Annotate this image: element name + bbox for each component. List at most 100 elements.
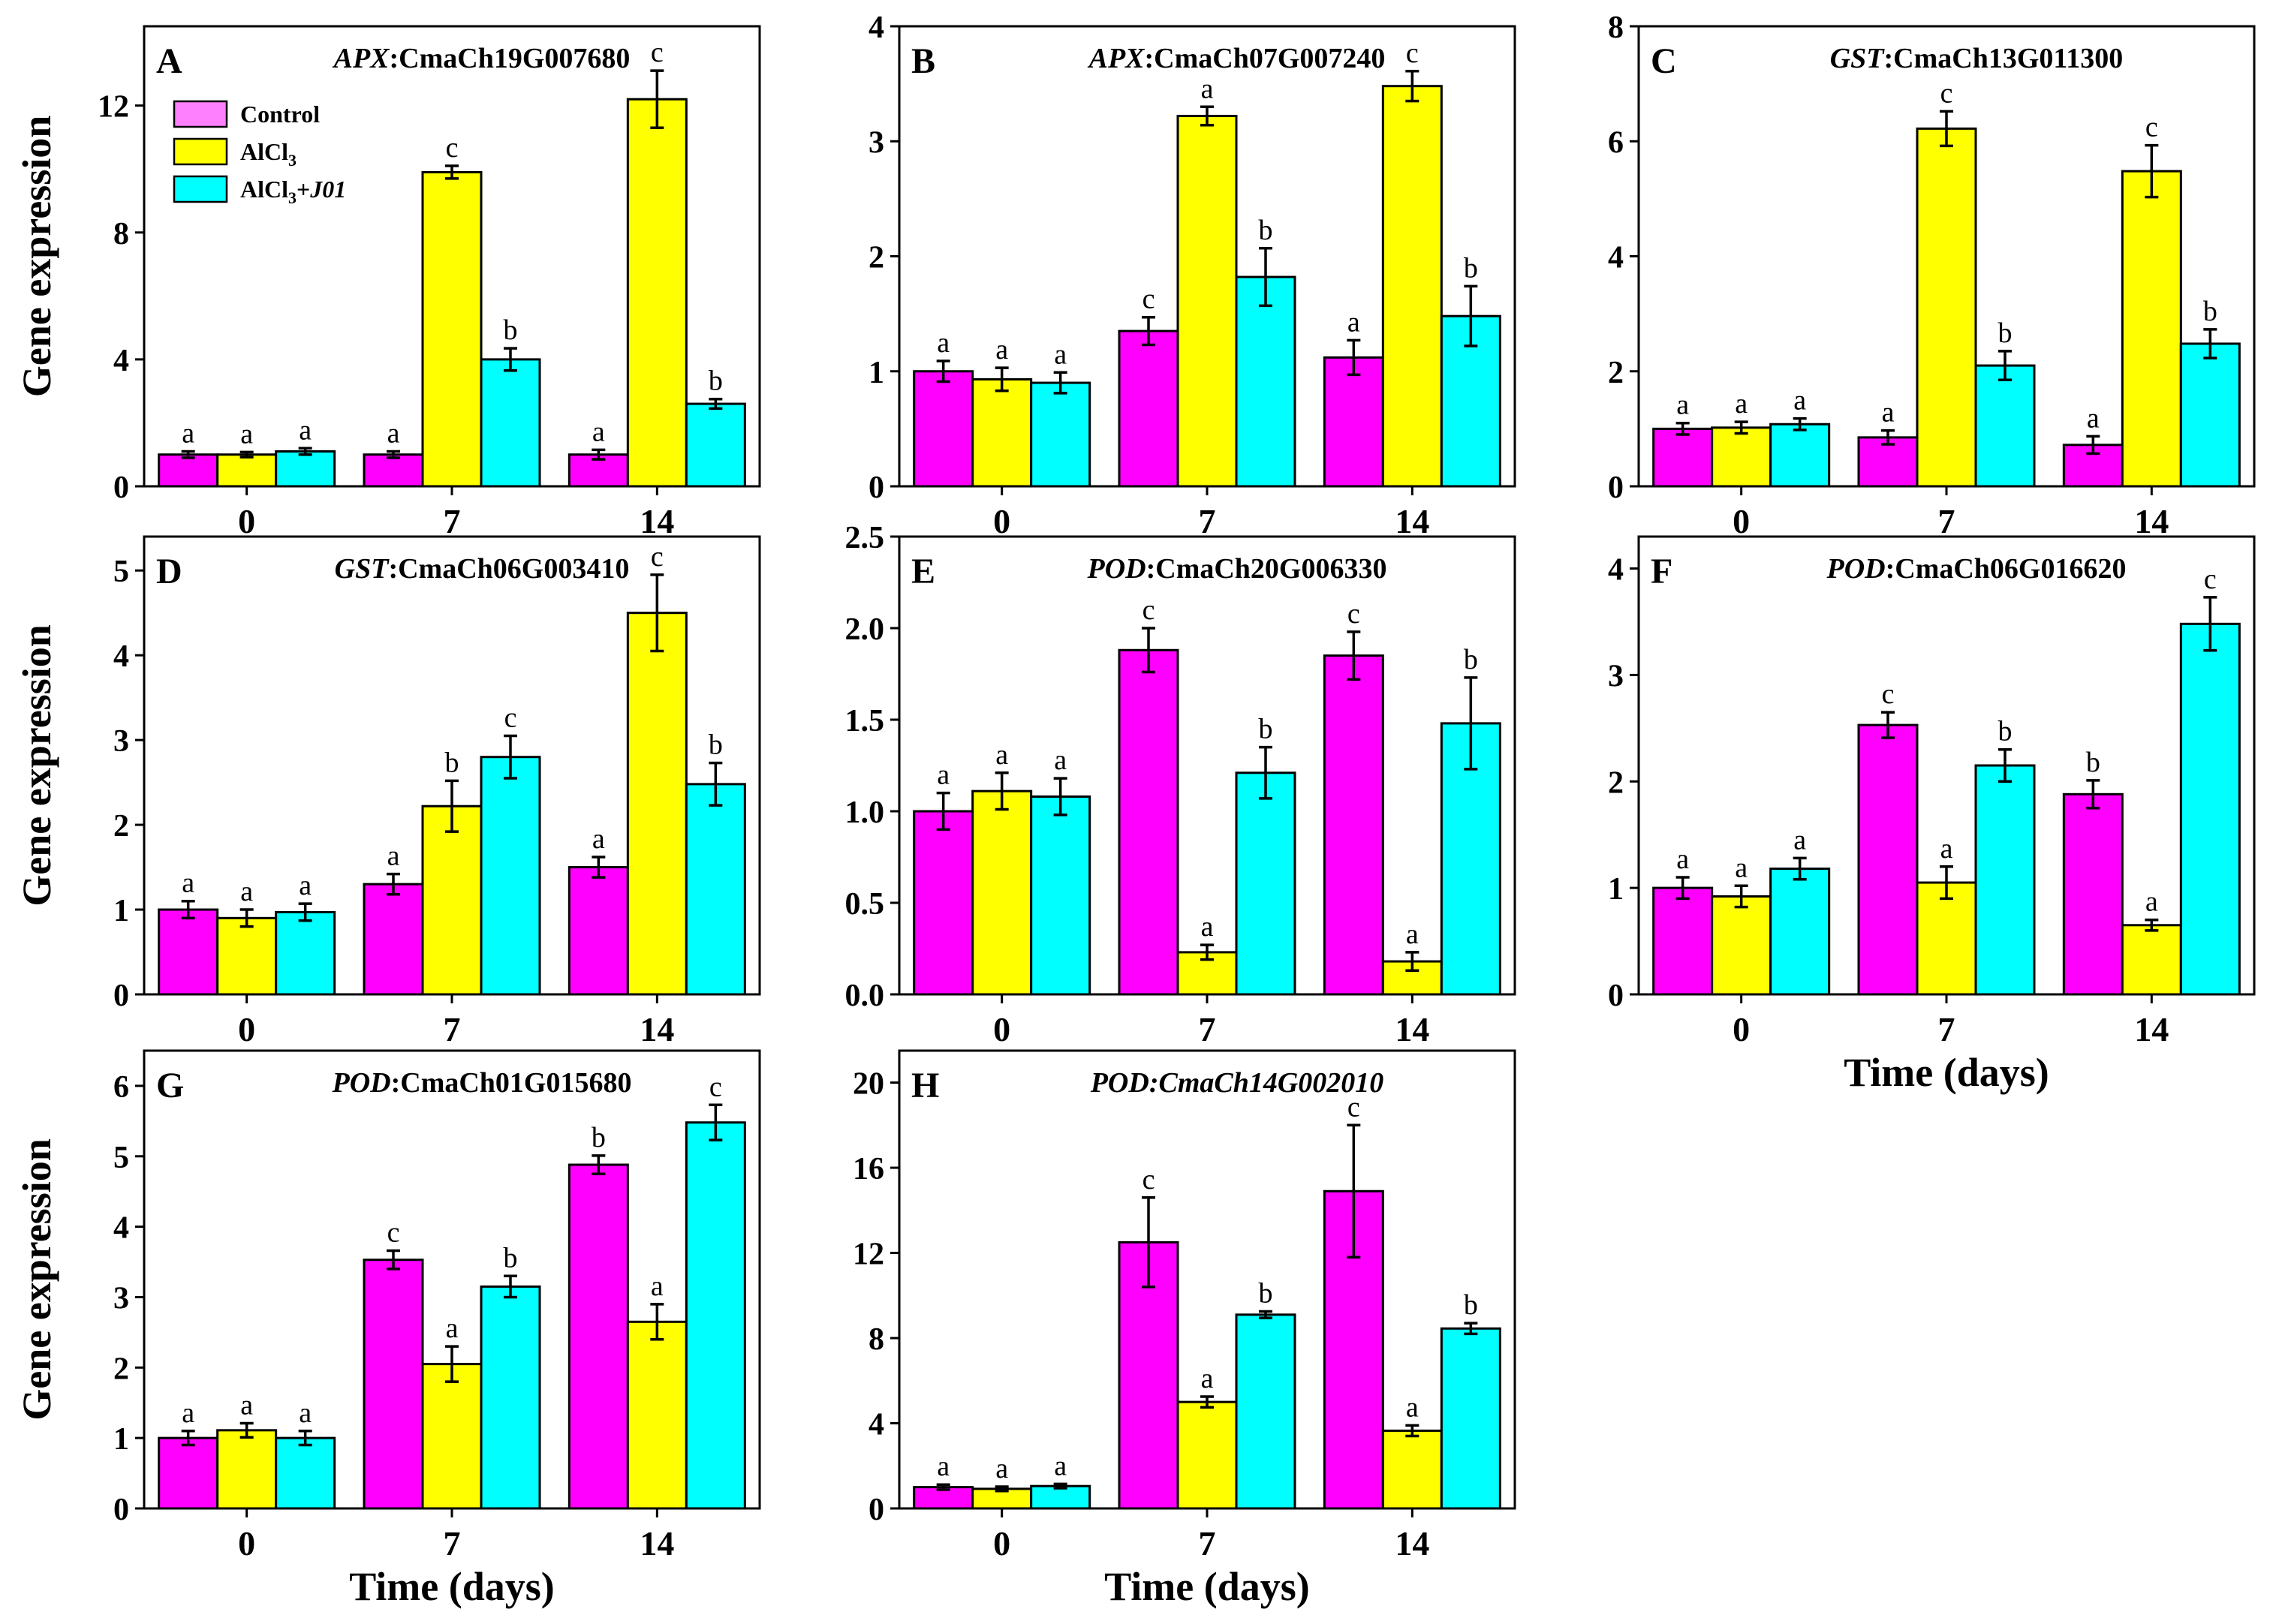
- significance-letter: b: [504, 314, 518, 346]
- bar-alcl3-14: [626, 98, 688, 488]
- significance-letter: b: [1998, 716, 2013, 747]
- significance-letter: a: [937, 327, 950, 359]
- gene-title: APX:CmaCh07G007240: [1088, 43, 1386, 74]
- significance-letter: a: [1676, 844, 1689, 875]
- x-tick-label: 7: [1938, 502, 1955, 540]
- bar-alcl3-j01-0: [275, 910, 336, 996]
- y-tick-label: 0.0: [845, 979, 885, 1013]
- gene-id: :CmaCh01G015680: [391, 1067, 632, 1099]
- panel-A: 0 4 8 12 0 a a a 7 a c b 14 a c b A APX:CmaCh19G007680 Gen…: [14, 25, 761, 540]
- bar-alcl3-j01-7: [480, 358, 541, 488]
- significance-letter: a: [592, 416, 605, 447]
- legend-j01-sub: 3: [288, 188, 297, 207]
- legend-alcl3-swatch: [173, 137, 228, 166]
- bar-control-0: [1652, 427, 1714, 488]
- panel-C: 0 2 4 6 8 0 a a a 7 a c b 14 a c b C GST:CmaCh13G011300: [1608, 11, 2256, 540]
- bar-control-0: [158, 908, 219, 996]
- bar-alcl3-14: [2121, 170, 2182, 488]
- x-tick-label: 14: [640, 502, 674, 540]
- bar-alcl3-j01-14: [2179, 342, 2241, 488]
- x-tick-label: 14: [1395, 502, 1429, 540]
- bar-control-7: [363, 453, 424, 488]
- y-tick-label: 6: [1608, 125, 1624, 160]
- significance-letter: a: [1793, 385, 1806, 417]
- significance-letter: a: [182, 868, 194, 899]
- gene-prefix: POD: [332, 1067, 391, 1099]
- significance-letter: a: [1201, 1363, 1214, 1394]
- significance-letter: b: [1998, 317, 2013, 349]
- gene-prefix: POD: [1826, 553, 1886, 585]
- bar-alcl3-7: [1916, 127, 1977, 488]
- y-tick-label: 0: [1608, 471, 1624, 505]
- x-tick-label: 0: [238, 1524, 255, 1562]
- bar-alcl3-0: [216, 1429, 278, 1510]
- significance-letter: a: [2145, 886, 2158, 918]
- significance-letter: a: [1793, 824, 1806, 856]
- y-tick-label: 1.5: [845, 704, 885, 738]
- x-tick-label: 0: [1733, 502, 1750, 540]
- significance-letter: a: [240, 418, 253, 450]
- y-tick-label: 4: [113, 344, 129, 378]
- bar-control-0: [158, 1436, 219, 1510]
- bar-alcl3-j01-14: [685, 783, 746, 996]
- panel-H: 0 4 8 12 16 20 0 a a a 7 c a b 14 c a b H POD:CmaCh14G00201…: [853, 1049, 1516, 1609]
- significance-letter: a: [299, 414, 312, 446]
- y-tick-label: 12: [853, 1238, 884, 1272]
- y-tick-label: 2: [113, 1352, 129, 1386]
- gene-title: POD:CmaCh20G006330: [1087, 553, 1387, 585]
- gene-id: :CmaCh06G003410: [388, 553, 629, 585]
- significance-letter: c: [1143, 594, 1155, 626]
- y-tick-label: 2: [1608, 765, 1624, 800]
- bar-alcl3-14: [626, 1320, 688, 1510]
- bar-alcl3-14: [626, 612, 688, 996]
- x-tick-label: 14: [2134, 502, 2169, 540]
- significance-letter: a: [995, 1453, 1008, 1484]
- bar-alcl3-0: [971, 789, 1033, 996]
- significance-letter: a: [387, 841, 400, 872]
- y-tick-label: 1: [1608, 872, 1624, 907]
- x-tick-label: 7: [1199, 1010, 1216, 1048]
- bar-alcl3-0: [216, 453, 278, 488]
- legend-alcl3-label: AlCl3: [240, 138, 297, 170]
- x-tick-label: 14: [2134, 1010, 2169, 1048]
- x-tick-label: 14: [640, 1010, 674, 1048]
- significance-letter: b: [504, 1242, 518, 1274]
- gene-prefix: APX: [333, 43, 391, 74]
- bar-alcl3-j01-7: [1235, 1313, 1296, 1510]
- significance-letter: c: [2145, 112, 2158, 143]
- bar-alcl3-0: [216, 916, 278, 996]
- bar-alcl3-j01-14: [1440, 1327, 1501, 1510]
- gene-prefix: POD: [1090, 1067, 1149, 1099]
- panel-B: 0 1 2 3 4 0 a a a 7 c a b 14 a c b B APX:CmaCh07G007240: [869, 11, 1516, 540]
- x-tick-label: 7: [444, 502, 461, 540]
- panel-F: 0 1 2 3 4 0 a a a 7 c a b 14 b a c F POD:CmaCh06G016620 Tim…: [1608, 535, 2256, 1095]
- y-tick-label: 4: [1608, 553, 1624, 588]
- panel-D: 0 1 2 3 4 5 0 a a a 7 a b c 14 a c b D GST:CmaCh06G003410 Ge…: [14, 535, 761, 1048]
- bar-alcl3-7: [1176, 115, 1238, 488]
- y-tick-label: 3: [869, 125, 884, 160]
- bar-alcl3-7: [421, 170, 483, 488]
- y-axis-label: Gene expression: [14, 624, 59, 907]
- y-tick-label: 0.5: [845, 887, 885, 922]
- bar-alcl3-j01-0: [1769, 423, 1831, 488]
- y-tick-label: 5: [113, 555, 129, 589]
- x-tick-label: 7: [1199, 502, 1216, 540]
- significance-letter: c: [446, 132, 459, 164]
- significance-letter: a: [240, 876, 253, 907]
- significance-letter: a: [937, 1451, 950, 1482]
- y-tick-label: 1.0: [845, 795, 885, 830]
- bar-alcl3-j01-7: [480, 1285, 541, 1510]
- legend-j01-strain: J01: [309, 176, 346, 203]
- panel-letter: C: [1651, 41, 1677, 81]
- significance-letter: a: [995, 739, 1008, 771]
- significance-letter: a: [182, 417, 194, 449]
- bar-control-14: [1323, 654, 1384, 996]
- y-tick-label: 3: [1608, 659, 1624, 693]
- bar-control-7: [363, 1259, 424, 1510]
- gene-id: :CmaCh06G016620: [1886, 553, 2127, 585]
- significance-letter: c: [709, 1071, 722, 1102]
- significance-letter: a: [995, 334, 1008, 365]
- significance-letter: a: [1054, 338, 1067, 370]
- significance-letter: a: [1676, 389, 1689, 421]
